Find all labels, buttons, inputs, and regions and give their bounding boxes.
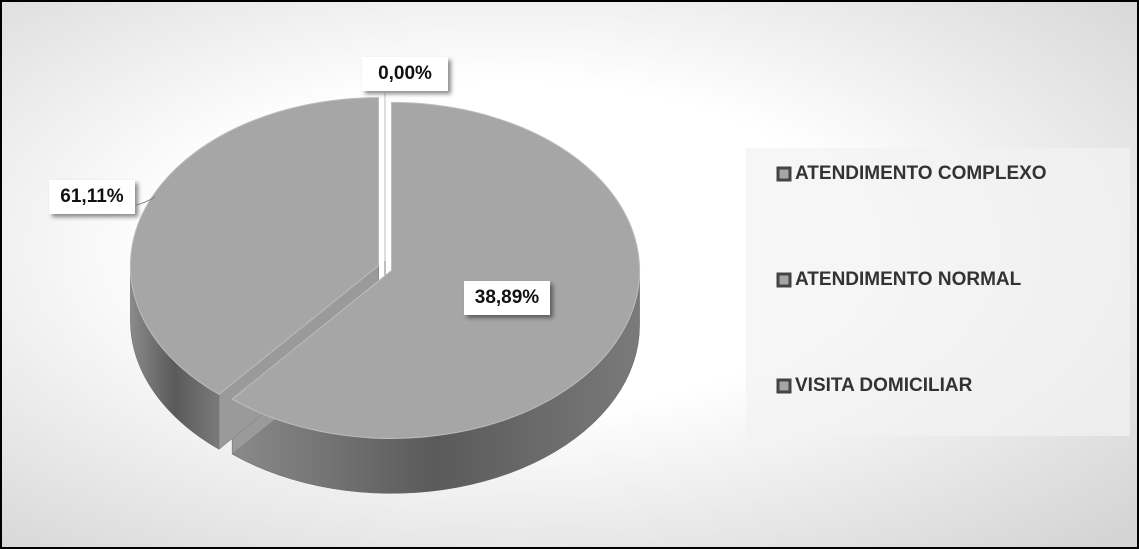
legend-box [746, 148, 1130, 436]
data-label: 0,00% [378, 63, 432, 84]
legend-label: ATENDIMENTO COMPLEXO [795, 163, 1047, 184]
data-label-box [362, 57, 448, 91]
legend-label: ATENDIMENTO NORMAL [795, 269, 1022, 290]
slice [231, 101, 641, 439]
legend-label: VISITA DOMICILIAR [795, 375, 973, 396]
legend-marker [776, 272, 792, 288]
data-label: 61,11% [60, 186, 123, 207]
slice [129, 97, 379, 395]
leader-line [135, 196, 156, 206]
data-label: 38,89% [475, 287, 540, 308]
data-label-box [49, 180, 135, 214]
legend-marker [776, 378, 792, 394]
legend-marker [776, 166, 792, 182]
data-label-box [464, 281, 550, 315]
